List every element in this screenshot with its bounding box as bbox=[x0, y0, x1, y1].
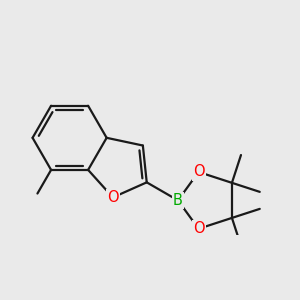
Text: B: B bbox=[173, 193, 183, 208]
Text: O: O bbox=[193, 164, 204, 179]
Text: O: O bbox=[193, 221, 204, 236]
Text: O: O bbox=[107, 190, 119, 205]
